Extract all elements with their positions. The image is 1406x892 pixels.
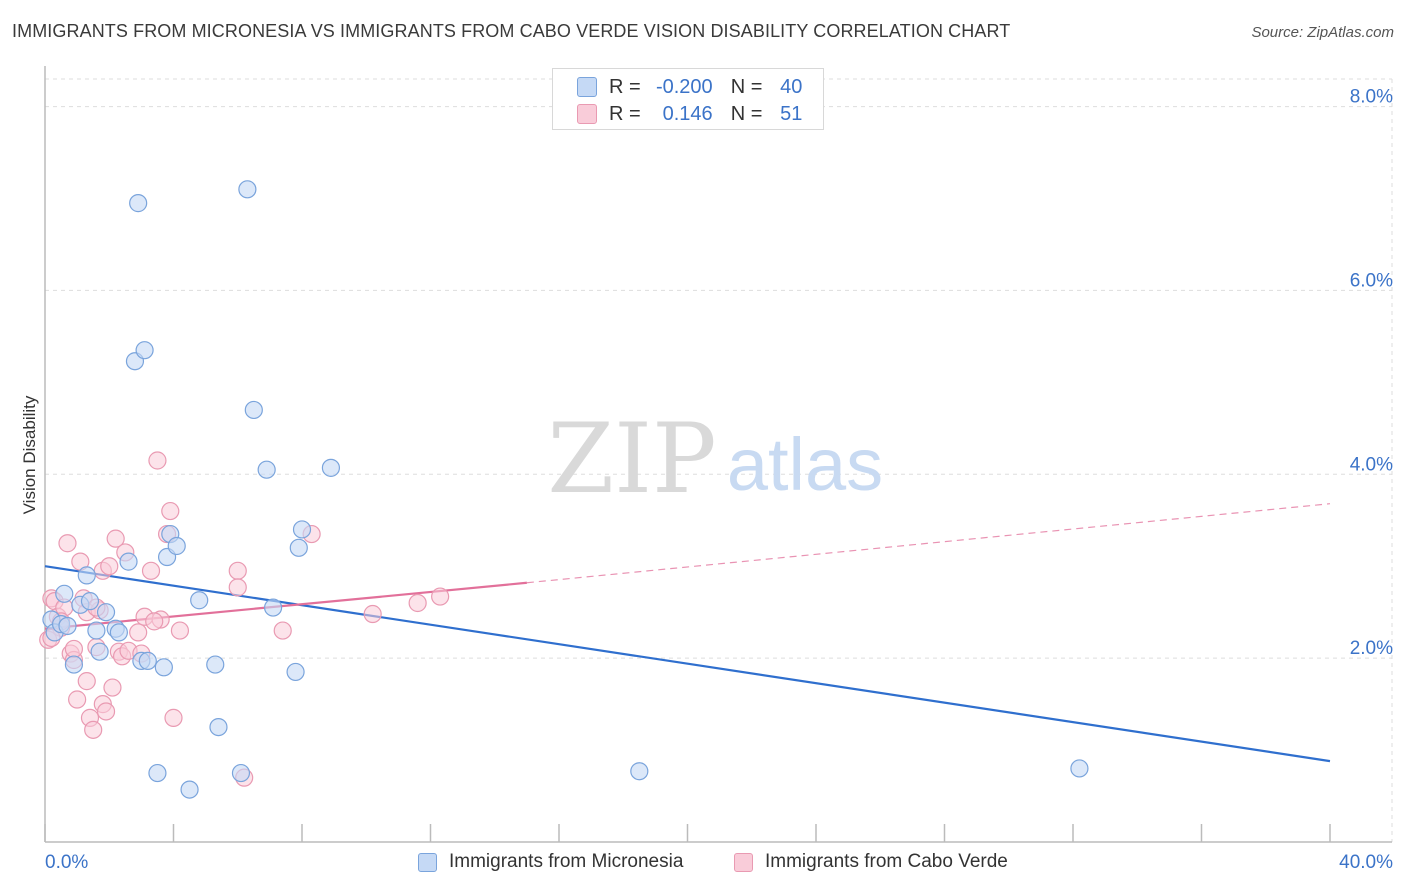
watermark-atlas: atlas xyxy=(727,423,883,506)
caboverde-point xyxy=(68,690,87,709)
caboverde-point xyxy=(106,529,125,548)
y-axis-label: Vision Disability xyxy=(20,395,39,514)
caboverde-trend-extension xyxy=(526,503,1331,584)
r-label: R = xyxy=(609,75,641,98)
micronesia-swatch xyxy=(577,77,597,97)
legend-item-caboverde[interactable]: Immigrants from Cabo Verde xyxy=(734,851,1008,873)
legend-label: Immigrants from Cabo Verde xyxy=(765,851,1008,872)
caboverde-swatch xyxy=(577,104,597,124)
caboverde-point xyxy=(100,557,119,576)
micronesia-point xyxy=(289,538,308,557)
micronesia-point xyxy=(231,763,251,783)
micronesia-point xyxy=(180,780,199,799)
n-label: N = xyxy=(730,102,763,125)
caboverde-point xyxy=(129,623,148,642)
caboverde-point xyxy=(228,561,247,580)
caboverde-point xyxy=(148,451,167,470)
micronesia-point xyxy=(209,717,228,737)
micronesia-point xyxy=(292,520,312,539)
micronesia-point xyxy=(154,658,173,677)
micronesia-point xyxy=(55,584,74,603)
y-tick-label: 2.0% xyxy=(1350,638,1393,659)
caboverde-point xyxy=(103,678,122,697)
micronesia-point xyxy=(58,616,77,636)
y-tick-label: 8.0% xyxy=(1350,87,1393,108)
r-value: 0.146 xyxy=(662,102,713,125)
caboverde-point xyxy=(228,578,247,597)
source-label: Source: ZipAtlas.com xyxy=(1251,24,1394,41)
caboverde-point xyxy=(141,561,161,580)
micronesia-swatch xyxy=(418,852,437,872)
caboverde-point xyxy=(431,587,450,606)
legend-label: Immigrants from Micronesia xyxy=(449,851,684,872)
caboverde-point xyxy=(161,501,180,521)
caboverde-point xyxy=(408,593,427,613)
caboverde-point xyxy=(96,702,116,721)
micronesia-point xyxy=(286,662,305,682)
stats-legend: R = -0.200 N = 40 R = 0.146 N = 51 xyxy=(552,68,824,130)
caboverde-point xyxy=(170,621,190,640)
caboverde-point xyxy=(64,639,84,659)
micronesia-point xyxy=(138,651,157,671)
caboverde-point xyxy=(273,621,292,640)
caboverde-point xyxy=(363,604,382,624)
micronesia-point xyxy=(263,598,283,617)
micronesia-point xyxy=(135,341,154,360)
micronesia-point xyxy=(630,762,649,781)
n-label: N = xyxy=(730,75,763,98)
micronesia-point xyxy=(87,621,106,640)
caboverde-point xyxy=(58,534,77,553)
stats-row-micronesia: R = -0.200 N = 40 xyxy=(577,74,802,100)
caboverde-point xyxy=(164,708,183,727)
chart-title: IMMIGRANTS FROM MICRONESIA VS IMMIGRANTS… xyxy=(12,21,1011,41)
caboverde-point xyxy=(145,612,164,631)
y-tick-label: 4.0% xyxy=(1350,454,1393,475)
micronesia-point xyxy=(1070,759,1089,778)
r-value: -0.200 xyxy=(655,75,713,98)
micronesia-point xyxy=(119,552,138,571)
legend-item-micronesia[interactable]: Immigrants from Micronesia xyxy=(418,851,683,873)
watermark: ZIP atlas xyxy=(547,403,883,515)
points-layer xyxy=(39,180,1089,799)
trend-layer xyxy=(44,503,1331,763)
micronesia-point xyxy=(129,194,148,213)
x-tick-label-min: 0.0% xyxy=(45,852,88,873)
r-label: R = xyxy=(609,102,641,125)
micronesia-point xyxy=(257,460,276,479)
micronesia-point xyxy=(109,623,128,642)
y-tick-label: 6.0% xyxy=(1350,270,1393,291)
caboverde-point xyxy=(84,720,103,739)
micronesia-point xyxy=(206,655,225,674)
stats-row-caboverde: R = 0.146 N = 51 xyxy=(577,101,802,127)
axis-layer: 2.0% 4.0% 6.0% 8.0% 0.0% 40.0% xyxy=(44,66,1393,873)
caboverde-point xyxy=(77,672,96,691)
n-value: 40 xyxy=(780,75,803,98)
micronesia-trend-line xyxy=(44,565,1331,763)
bottom-legend: Immigrants from Micronesia Immigrants fr… xyxy=(0,851,1406,879)
micronesia-point xyxy=(77,566,96,585)
micronesia-point xyxy=(238,180,257,199)
micronesia-point xyxy=(96,603,116,622)
micronesia-point xyxy=(90,642,109,661)
micronesia-point xyxy=(190,591,209,610)
micronesia-point xyxy=(167,536,186,556)
micronesia-point xyxy=(80,592,100,611)
micronesia-point xyxy=(148,763,167,783)
micronesia-point xyxy=(64,655,84,674)
micronesia-point xyxy=(244,400,263,420)
x-tick-label-max: 40.0% xyxy=(1339,852,1393,873)
watermark-zip: ZIP xyxy=(547,403,716,515)
n-value: 51 xyxy=(780,102,803,125)
micronesia-point xyxy=(321,458,341,477)
caboverde-swatch xyxy=(734,852,753,872)
